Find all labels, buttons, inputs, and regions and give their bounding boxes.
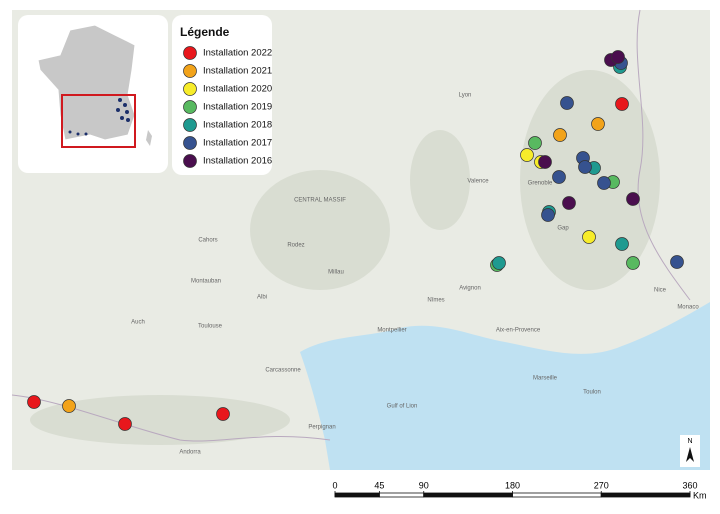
installation-marker	[582, 230, 596, 244]
installation-marker	[670, 255, 684, 269]
installation-marker	[611, 50, 625, 64]
installation-marker	[520, 148, 534, 162]
scale-background	[326, 476, 710, 506]
legend-label: Installation 2021	[203, 66, 272, 77]
installation-marker	[538, 155, 552, 169]
place-label: Toulon	[583, 390, 601, 396]
place-label: Montauban	[191, 279, 221, 285]
place-label: Montpellier	[377, 328, 406, 334]
legend-swatch	[183, 154, 197, 168]
place-label: Andorra	[179, 450, 201, 456]
legend-label: Installation 2019	[203, 102, 272, 113]
legend-title: Légende	[180, 25, 230, 39]
scale-segment	[423, 492, 513, 498]
north-label: N	[687, 438, 692, 445]
installation-marker	[27, 395, 41, 409]
installation-marker	[626, 192, 640, 206]
place-label: Gap	[557, 226, 569, 232]
place-label: Cahors	[198, 238, 217, 244]
place-label: Rodez	[287, 243, 304, 249]
north-arrow: N	[680, 435, 700, 467]
legend-label: Installation 2022	[203, 48, 272, 59]
installation-marker	[118, 417, 132, 431]
legend-swatch	[183, 136, 197, 150]
legend: Légende Installation 2022 Installation 20…	[172, 15, 272, 175]
legend-label: Installation 2018	[203, 120, 272, 131]
scale-tick-label: 360	[682, 480, 697, 490]
scale-tick-label: 0	[332, 480, 337, 490]
installation-marker	[615, 97, 629, 111]
place-label: Millau	[328, 270, 344, 276]
installation-marker	[492, 256, 506, 270]
scale-segment	[600, 492, 691, 498]
place-label: Gulf of Lion	[387, 404, 418, 410]
inset	[18, 15, 168, 173]
legend-label: Installation 2017	[203, 138, 272, 149]
legend-swatch	[183, 64, 197, 78]
installation-marker	[552, 170, 566, 184]
scale-tick-label: 45	[374, 480, 384, 490]
legend-label: Installation 2020	[203, 84, 272, 95]
installation-marker	[553, 128, 567, 142]
legend-swatch	[183, 100, 197, 114]
scale-segment	[334, 492, 380, 498]
installation-marker	[626, 256, 640, 270]
place-label: Avignon	[459, 286, 481, 292]
scale-segment	[378, 492, 425, 498]
legend-swatch	[183, 82, 197, 96]
installation-marker	[562, 196, 576, 210]
place-label: Lyon	[459, 93, 472, 99]
place-label: Albi	[257, 295, 267, 301]
borders	[11, 9, 691, 442]
place-label: CENTRAL MASSIF	[294, 198, 346, 204]
installation-marker	[591, 117, 605, 131]
place-label: Toulouse	[198, 324, 223, 330]
scale-tick-label: 90	[419, 480, 429, 490]
installation-marker	[560, 96, 574, 110]
scale-segment	[512, 492, 602, 498]
installation-marker	[578, 160, 592, 174]
place-label: Grenoble	[528, 181, 553, 187]
place-label: Nice	[654, 288, 667, 294]
place-label: Carcassonne	[265, 368, 301, 374]
legend-swatch	[183, 46, 197, 60]
place-label: Nîmes	[427, 298, 444, 304]
installation-marker	[62, 399, 76, 413]
installation-marker	[541, 208, 555, 222]
legend-swatch	[183, 118, 197, 132]
place-label: Perpignan	[308, 425, 335, 431]
place-labels: Lyon Valence Grenoble Gap Avignon Nîmes Montpe…	[131, 93, 699, 456]
place-label: Valence	[467, 179, 489, 185]
installation-marker	[528, 136, 542, 150]
sea	[300, 302, 710, 470]
installation-marker	[615, 237, 629, 251]
installation-marker	[216, 407, 230, 421]
scale-tick-label: 270	[594, 480, 609, 490]
place-label: Marseille	[533, 376, 558, 382]
place-label: Monaco	[677, 305, 699, 311]
place-label: Aix-en-Provence	[496, 328, 541, 334]
scale-unit: Km	[693, 490, 707, 500]
installation-marker	[597, 176, 611, 190]
scale-tick-label: 180	[505, 480, 520, 490]
legend-label: Installation 2016	[203, 156, 272, 167]
place-label: Auch	[131, 320, 145, 326]
markers	[27, 50, 684, 431]
